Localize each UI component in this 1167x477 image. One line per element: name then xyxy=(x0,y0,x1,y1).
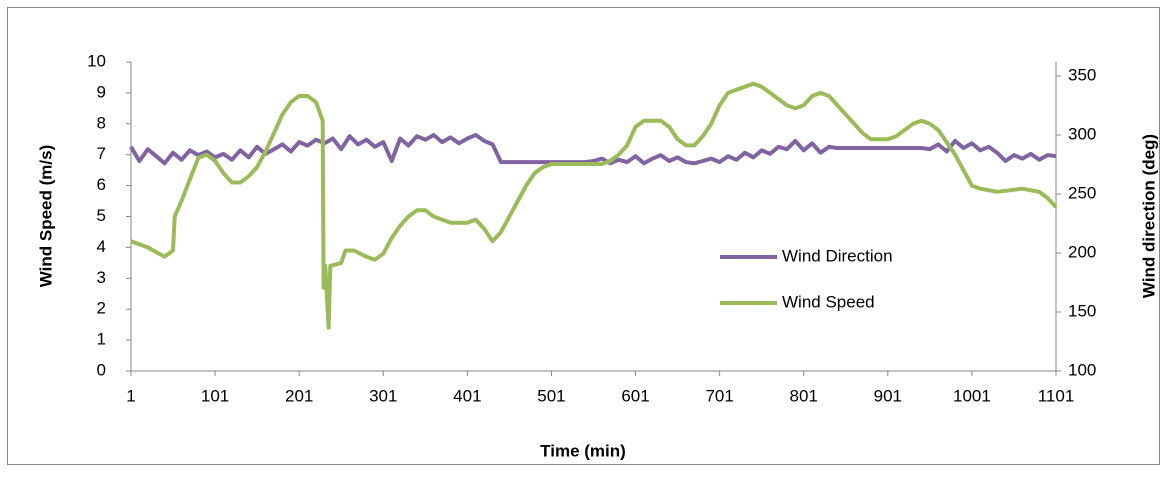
y-axis-title: Wind Speed (m/s) xyxy=(36,145,55,287)
y-tick-label: 4 xyxy=(97,237,106,256)
x-tick-label: 501 xyxy=(537,386,565,405)
y2-tick-label: 350 xyxy=(1068,65,1096,84)
x-tick-label: 301 xyxy=(369,386,397,405)
x-tick-label: 701 xyxy=(705,386,733,405)
y2-tick-label: 250 xyxy=(1068,183,1096,202)
y2-tick-label: 300 xyxy=(1068,124,1096,143)
x-tick-label: 801 xyxy=(790,386,818,405)
legend-label: Wind Speed xyxy=(782,292,875,311)
data-line xyxy=(130,81,1058,330)
y-tick-label: 5 xyxy=(97,206,106,225)
y2-tick-label: 150 xyxy=(1068,301,1096,320)
y-tick-label: 9 xyxy=(97,82,106,101)
y-tick-label: 8 xyxy=(97,113,106,132)
y-tick-label: 3 xyxy=(97,268,106,287)
x-tick-label: 101 xyxy=(201,386,229,405)
x-tick-label: 901 xyxy=(874,386,902,405)
x-tick-label: 1101 xyxy=(1038,386,1075,405)
chart-border xyxy=(7,7,1160,465)
x-tick-label: 401 xyxy=(453,386,481,405)
y-tick-label: 6 xyxy=(97,175,106,194)
y-tick-label: 1 xyxy=(97,330,106,349)
x-tick-label: 601 xyxy=(621,386,649,405)
y2-tick-label: 200 xyxy=(1068,242,1096,261)
legend-label: Wind Direction xyxy=(782,246,893,265)
y-tick-label: 7 xyxy=(97,144,106,163)
x-tick-label: 1 xyxy=(126,386,135,405)
x-tick-label: 201 xyxy=(285,386,313,405)
y-tick-label: 10 xyxy=(87,51,106,70)
y2-tick-label: 100 xyxy=(1068,360,1096,379)
y-tick-label: 0 xyxy=(97,360,106,379)
y2-axis-title: Wind direction (deg) xyxy=(1139,134,1158,298)
y-tick-label: 2 xyxy=(97,299,106,318)
x-axis-title: Time (min) xyxy=(540,441,626,460)
data-line xyxy=(129,133,1057,166)
x-tick-label: 1001 xyxy=(953,386,991,405)
